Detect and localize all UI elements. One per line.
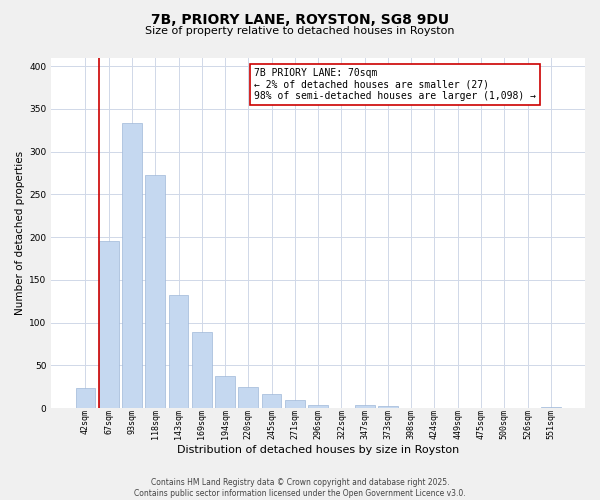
Bar [192,332,212,408]
Text: Size of property relative to detached houses in Royston: Size of property relative to detached ho… [145,26,455,36]
Bar [285,400,305,408]
Y-axis label: Number of detached properties: Number of detached properties [15,150,25,315]
Bar [215,376,235,408]
Bar [99,242,119,408]
Text: Contains HM Land Registry data © Crown copyright and database right 2025.
Contai: Contains HM Land Registry data © Crown c… [134,478,466,498]
Bar [308,406,328,408]
X-axis label: Distribution of detached houses by size in Royston: Distribution of detached houses by size … [177,445,459,455]
Bar [378,406,398,408]
Bar [76,388,95,408]
Bar [262,394,281,408]
Bar [122,124,142,408]
Text: 7B, PRIORY LANE, ROYSTON, SG8 9DU: 7B, PRIORY LANE, ROYSTON, SG8 9DU [151,12,449,26]
Bar [355,406,374,408]
Bar [541,407,561,408]
Bar [145,176,165,408]
Text: 7B PRIORY LANE: 70sqm
← 2% of detached houses are smaller (27)
98% of semi-detac: 7B PRIORY LANE: 70sqm ← 2% of detached h… [254,68,536,101]
Bar [169,295,188,408]
Bar [238,386,258,408]
